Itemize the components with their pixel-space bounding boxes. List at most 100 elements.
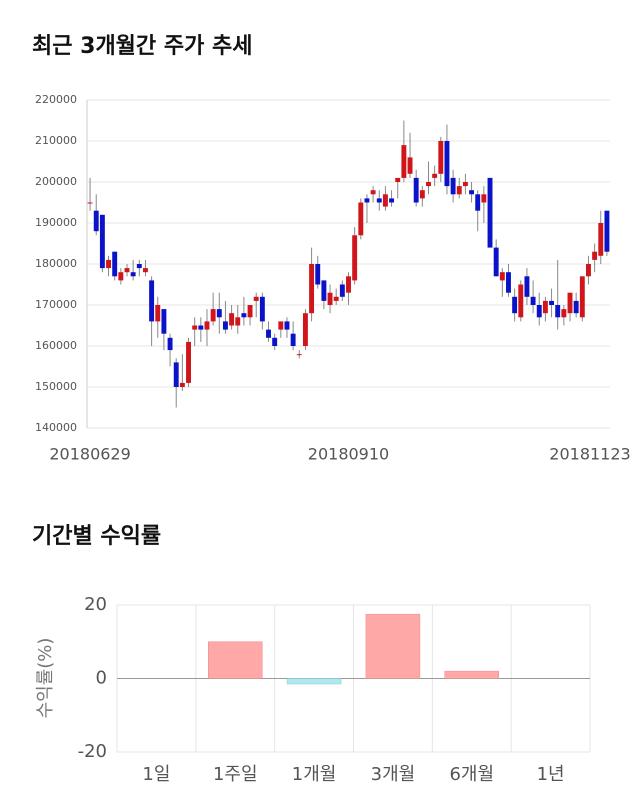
candle-body	[284, 321, 290, 330]
candle-body	[512, 296, 518, 314]
candle-body	[315, 264, 321, 285]
candle-body	[604, 210, 610, 252]
candle-body	[272, 337, 278, 346]
candle-body	[93, 210, 99, 232]
candle-body	[278, 321, 284, 330]
candle-body	[204, 321, 210, 330]
y-tick-label: 210000	[35, 134, 77, 147]
candle-body	[333, 296, 339, 301]
candle-body	[247, 305, 253, 318]
candle-body	[549, 300, 555, 305]
candle-body	[222, 321, 228, 330]
bar	[444, 670, 499, 679]
candle-body	[598, 223, 604, 256]
y-axis-label: 수익률(%)	[35, 638, 56, 719]
candle-body	[241, 313, 247, 318]
candle-body	[376, 198, 382, 203]
x-tick-label: 20180629	[49, 445, 130, 464]
x-tick-label: 1개월	[292, 764, 337, 785]
candle-body	[395, 177, 401, 182]
candle-body	[382, 194, 388, 207]
candle-body	[290, 333, 296, 346]
y-tick-label: 220000	[35, 93, 77, 106]
candle-body	[87, 202, 93, 204]
candle-body	[592, 251, 598, 260]
bar	[286, 678, 342, 685]
candle-body	[112, 251, 118, 277]
y-tick-label: 200000	[35, 175, 77, 188]
chart-title: 최근 3개월간 주가 추세	[32, 34, 252, 59]
y-tick-label: 140000	[35, 421, 77, 434]
candle-body	[296, 354, 302, 356]
candle-body	[389, 198, 395, 203]
candle-body	[106, 259, 111, 269]
candle-body	[235, 317, 241, 326]
candle-body	[530, 296, 536, 305]
candle-body	[475, 194, 481, 211]
candle-body	[186, 341, 191, 383]
candle-body	[579, 276, 585, 318]
candle-body	[358, 202, 364, 236]
x-tick-label: 1년	[537, 764, 565, 785]
candle-body	[173, 362, 179, 387]
candle-body	[321, 280, 327, 301]
y-tick-label: 150000	[35, 380, 77, 393]
x-tick-label: 3개월	[371, 764, 416, 785]
candle-body	[499, 272, 505, 281]
candle-body	[198, 325, 204, 330]
candle-body	[339, 284, 345, 297]
x-tick-label: 6개월	[449, 764, 494, 785]
candle-body	[229, 313, 235, 326]
candle-body	[364, 198, 370, 203]
candle-body	[130, 272, 136, 277]
candle-body	[493, 247, 499, 277]
x-tick-label: 20181123	[549, 445, 630, 464]
candle-body	[124, 268, 130, 273]
y-tick-label: 180000	[35, 257, 77, 270]
candle-body	[118, 272, 124, 281]
x-tick-label: 1주일	[213, 764, 258, 785]
candle-body	[487, 177, 493, 248]
candle-body	[462, 182, 468, 187]
candle-body	[192, 325, 198, 330]
candle-body	[346, 276, 351, 293]
candle-body	[259, 296, 265, 322]
candle-body	[456, 186, 462, 195]
candle-body	[352, 235, 358, 281]
candle-body	[438, 141, 444, 174]
y-tick-label: 20	[84, 594, 107, 615]
candle-body	[136, 264, 142, 269]
candle-body	[586, 264, 591, 277]
candle-body	[432, 173, 438, 178]
candle-body	[327, 292, 333, 305]
y-tick-label: 170000	[35, 298, 77, 311]
chart-title: 기간별 수익률	[32, 524, 161, 549]
y-tick-label: 0	[96, 668, 107, 689]
candle-body	[179, 382, 185, 387]
candle-body	[149, 280, 155, 322]
candle-body	[573, 300, 579, 314]
candle-body	[542, 300, 548, 314]
x-tick-label: 1일	[142, 764, 170, 785]
candle-body	[561, 309, 567, 318]
candle-body	[518, 284, 524, 318]
y-tick-label: 160000	[35, 339, 77, 352]
candle-body	[266, 329, 271, 338]
candle-body	[481, 194, 487, 203]
candle-body	[99, 214, 105, 269]
bar	[208, 641, 263, 679]
candle-body	[161, 309, 167, 334]
candle-body	[216, 309, 222, 318]
candle-body	[210, 309, 216, 322]
y-tick-label: 190000	[35, 216, 77, 229]
candle-body	[555, 305, 561, 318]
candle-body	[309, 264, 315, 314]
candle-body	[450, 177, 456, 195]
candle-body	[253, 296, 259, 301]
candle-body	[426, 182, 431, 187]
candle-body	[142, 268, 148, 273]
candle-body	[469, 190, 475, 195]
y-tick-label: -20	[78, 741, 107, 762]
candle-body	[444, 141, 450, 187]
